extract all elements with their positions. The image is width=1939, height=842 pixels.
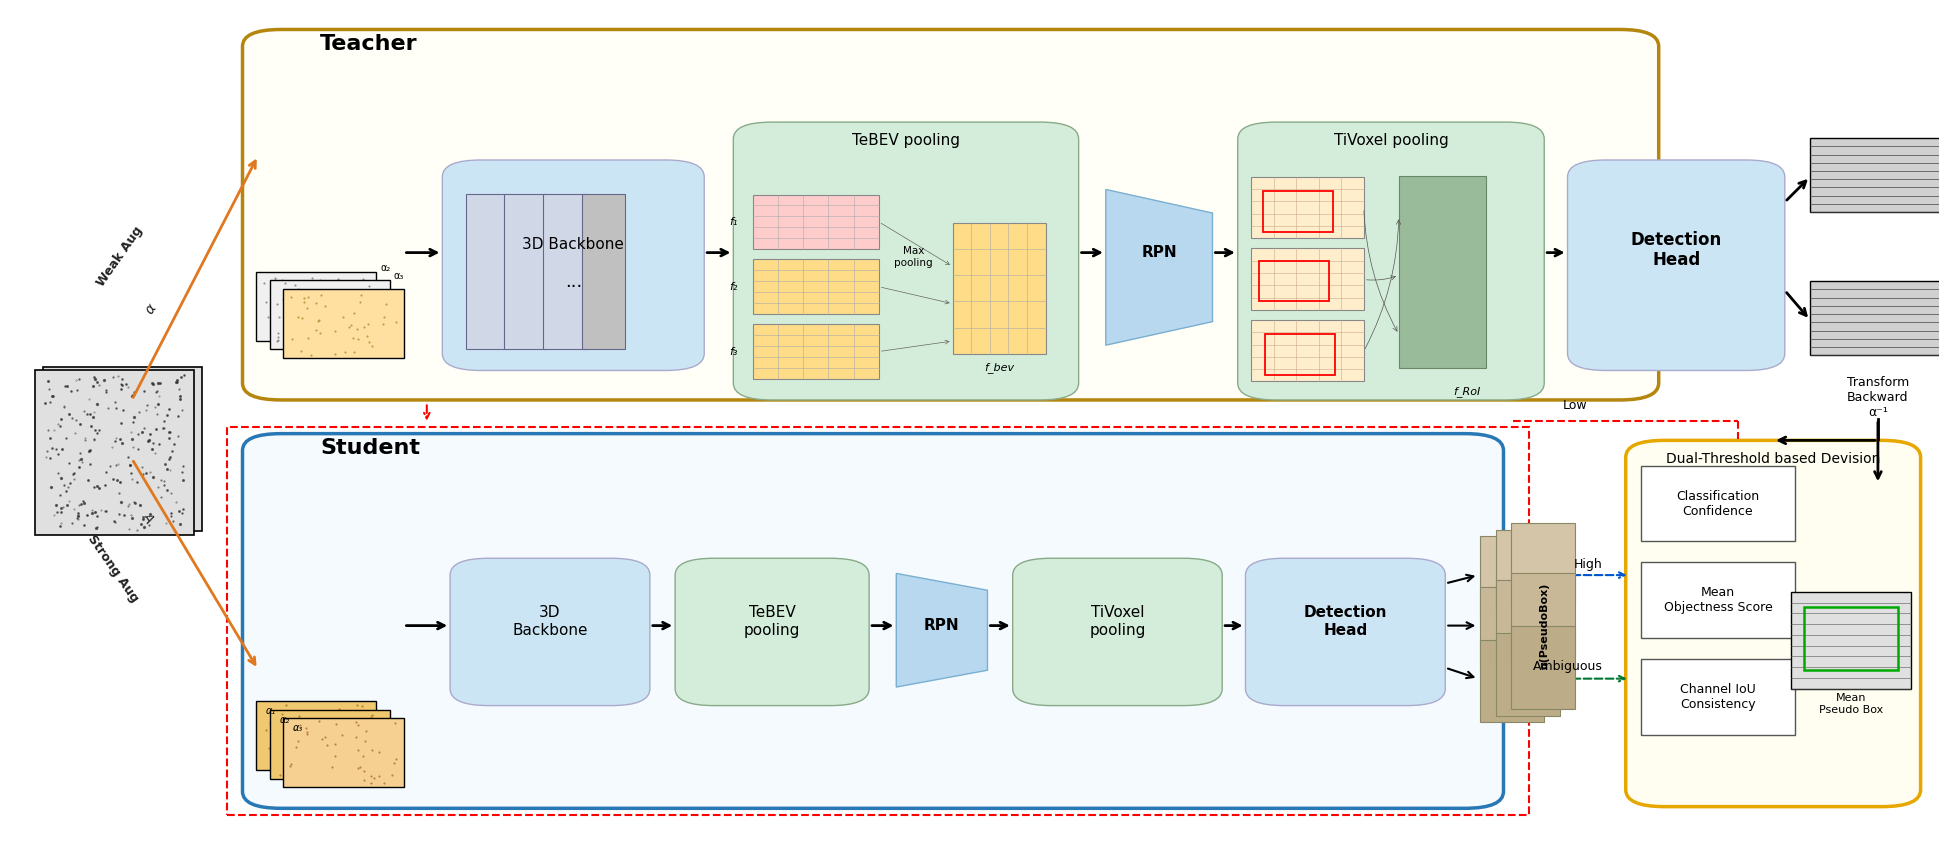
Text: TeBEV pooling: TeBEV pooling <box>851 133 960 148</box>
Text: f_RoI: f_RoI <box>1452 386 1479 397</box>
Bar <box>283 718 403 787</box>
Bar <box>35 370 194 535</box>
Bar <box>1809 138 1939 212</box>
FancyBboxPatch shape <box>1237 122 1543 400</box>
Text: Max
pooling: Max pooling <box>894 246 933 268</box>
Text: Classification
Confidence: Classification Confidence <box>1675 489 1759 518</box>
Text: α₃: α₃ <box>394 271 403 281</box>
Bar <box>952 223 1045 354</box>
Bar <box>504 194 547 349</box>
Text: Strong Aug: Strong Aug <box>85 532 140 605</box>
Text: f₁: f₁ <box>729 217 737 226</box>
Polygon shape <box>896 573 987 687</box>
Text: α(PseudoBox): α(PseudoBox) <box>1538 583 1549 669</box>
FancyBboxPatch shape <box>733 122 1078 400</box>
Text: α₁: α₁ <box>266 706 275 717</box>
Bar <box>256 701 376 770</box>
Bar <box>270 710 390 779</box>
Text: Teacher: Teacher <box>320 34 417 54</box>
Bar <box>582 194 624 349</box>
Bar <box>270 280 390 349</box>
Bar <box>1510 523 1574 605</box>
Text: TiVoxel
pooling: TiVoxel pooling <box>1088 605 1146 637</box>
FancyBboxPatch shape <box>1625 440 1920 807</box>
Text: f₃: f₃ <box>729 347 737 356</box>
Bar <box>1495 530 1559 612</box>
Text: Low: Low <box>1563 399 1586 413</box>
Bar <box>752 195 878 249</box>
Text: Detection
Head: Detection Head <box>1629 231 1722 269</box>
Bar <box>543 194 586 349</box>
Text: TiVoxel pooling: TiVoxel pooling <box>1332 133 1448 148</box>
Bar <box>1479 587 1543 669</box>
Text: f_bev: f_bev <box>983 362 1014 372</box>
Text: α₂: α₂ <box>380 263 390 273</box>
Polygon shape <box>1105 189 1212 345</box>
Bar <box>1510 573 1574 656</box>
Text: f₂: f₂ <box>729 282 737 291</box>
Text: 3D
Backbone: 3D Backbone <box>512 605 588 637</box>
Bar <box>1251 320 1363 381</box>
Bar <box>256 272 376 341</box>
Text: Transform
Backward
α⁻¹: Transform Backward α⁻¹ <box>1846 376 1908 419</box>
FancyBboxPatch shape <box>242 29 1658 400</box>
Bar <box>465 194 508 349</box>
Bar <box>1262 191 1332 232</box>
Bar <box>227 427 1528 815</box>
Bar <box>1495 633 1559 716</box>
Text: Ambiguous: Ambiguous <box>1532 660 1602 674</box>
FancyBboxPatch shape <box>242 434 1503 808</box>
Bar <box>752 324 878 379</box>
Text: Mean
Pseudo Box: Mean Pseudo Box <box>1819 693 1883 715</box>
Bar <box>1398 176 1485 368</box>
Text: Channel IoU
Consistency: Channel IoU Consistency <box>1679 683 1755 711</box>
Bar <box>752 259 878 314</box>
FancyBboxPatch shape <box>1012 558 1222 706</box>
Text: RPN: RPN <box>1140 245 1177 260</box>
Bar <box>1640 659 1794 735</box>
Bar <box>1479 536 1543 619</box>
FancyBboxPatch shape <box>442 160 704 370</box>
Bar <box>1264 334 1334 375</box>
Text: α: α <box>143 301 159 317</box>
Bar <box>1640 466 1794 541</box>
FancyBboxPatch shape <box>1245 558 1445 706</box>
Bar <box>1640 562 1794 638</box>
Text: RPN: RPN <box>923 618 960 633</box>
Text: ...: ... <box>566 273 582 291</box>
Bar <box>1790 592 1910 689</box>
Text: Student: Student <box>320 438 421 458</box>
Text: Weak Aug: Weak Aug <box>95 224 145 290</box>
Bar <box>1251 177 1363 238</box>
Text: Mean
Objectness Score: Mean Objectness Score <box>1662 586 1772 615</box>
Bar <box>1803 607 1896 670</box>
FancyBboxPatch shape <box>675 558 869 706</box>
Text: Dual-Threshold based Devision: Dual-Threshold based Devision <box>1666 452 1879 466</box>
Bar <box>43 367 202 531</box>
Bar <box>1495 580 1559 663</box>
Text: α₂: α₂ <box>279 715 289 725</box>
Bar <box>1479 640 1543 722</box>
Text: 3D Backbone: 3D Backbone <box>522 237 624 252</box>
Text: Detection
Head: Detection Head <box>1303 605 1386 637</box>
Text: α₃: α₃ <box>293 723 302 733</box>
Text: TeBEV
pooling: TeBEV pooling <box>743 605 801 637</box>
FancyBboxPatch shape <box>1567 160 1784 370</box>
Text: High: High <box>1573 557 1602 571</box>
Text: A: A <box>140 510 155 525</box>
FancyBboxPatch shape <box>450 558 650 706</box>
Bar <box>283 289 403 358</box>
Bar <box>1251 248 1363 310</box>
Bar <box>1510 626 1574 709</box>
Bar <box>1809 281 1939 355</box>
Bar <box>1258 261 1328 301</box>
